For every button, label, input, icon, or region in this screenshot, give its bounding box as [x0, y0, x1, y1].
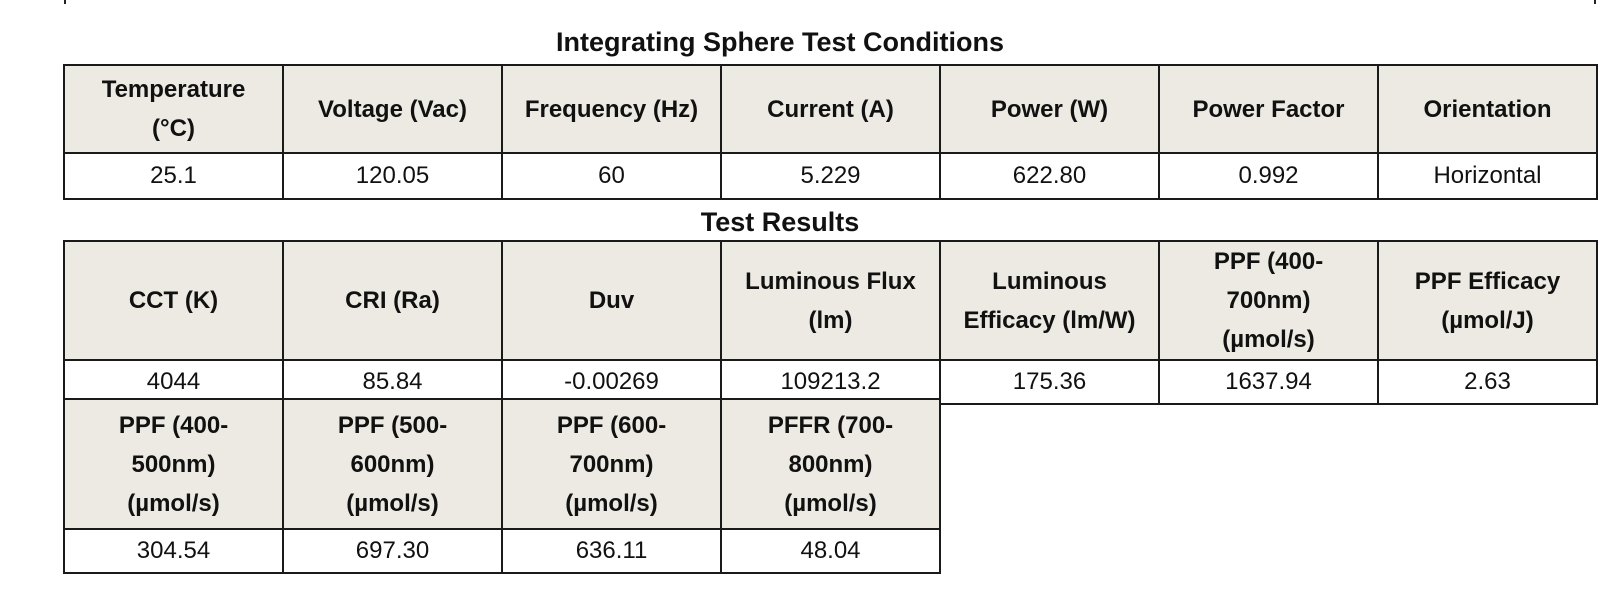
- value-ppf-500-600: 697.30: [282, 528, 503, 574]
- conditions-title: Integrating Sphere Test Conditions: [555, 27, 1005, 57]
- header-luminous-efficacy: Luminous Efficacy (lm/W): [939, 240, 1160, 361]
- header-ppf-400-500: PPF (400-500nm) (µmol/s): [63, 398, 284, 530]
- header-ppf-efficacy: PPF Efficacy (µmol/J): [1377, 240, 1598, 361]
- header-luminous-flux: Luminous Flux (lm): [720, 240, 941, 361]
- header-ppf-400-700: PPF (400-700nm) (µmol/s): [1158, 240, 1379, 361]
- results-header-row-1: CCT (K) CRI (Ra) Duv Luminous Flux (lm) …: [63, 240, 1598, 361]
- header-frequency: Frequency (Hz): [501, 64, 722, 154]
- value-frequency: 60: [501, 152, 722, 200]
- value-cri: 85.84: [282, 359, 503, 405]
- value-ppf-600-700: 636.11: [501, 528, 722, 574]
- value-luminous-efficacy: 175.36: [939, 359, 1160, 405]
- header-voltage: Voltage (Vac): [282, 64, 503, 154]
- header-temperature: Temperature (°C): [63, 64, 284, 154]
- results-value-row-1: 4044 85.84 -0.00269 109213.2 175.36 1637…: [63, 359, 1598, 405]
- results-title: Test Results: [700, 207, 860, 237]
- header-orientation: Orientation: [1377, 64, 1598, 154]
- results-table-secondary: PPF (400-500nm) (µmol/s) PPF (500-600nm)…: [63, 398, 941, 574]
- results-value-row-2: 304.54 697.30 636.11 48.04: [63, 528, 941, 574]
- header-power-factor: Power Factor: [1158, 64, 1379, 154]
- conditions-value-row: 25.1 120.05 60 5.229 622.80 0.992 Horizo…: [63, 152, 1598, 200]
- value-power: 622.80: [939, 152, 1160, 200]
- value-ppf-400-500: 304.54: [63, 528, 284, 574]
- results-table-primary: CCT (K) CRI (Ra) Duv Luminous Flux (lm) …: [63, 240, 1598, 405]
- header-current: Current (A): [720, 64, 941, 154]
- header-power: Power (W): [939, 64, 1160, 154]
- conditions-table: Temperature (°C) Voltage (Vac) Frequency…: [63, 64, 1598, 200]
- value-ppf-400-700: 1637.94: [1158, 359, 1379, 405]
- value-voltage: 120.05: [282, 152, 503, 200]
- value-ppf-efficacy: 2.63: [1377, 359, 1598, 405]
- page-edge-left: [64, 0, 66, 4]
- value-power-factor: 0.992: [1158, 152, 1379, 200]
- header-pffr-700-800: PFFR (700-800nm) (µmol/s): [720, 398, 941, 530]
- value-pffr-700-800: 48.04: [720, 528, 941, 574]
- value-orientation: Horizontal: [1377, 152, 1598, 200]
- value-cct: 4044: [63, 359, 284, 405]
- header-duv: Duv: [501, 240, 722, 361]
- header-ppf-600-700: PPF (600-700nm) (µmol/s): [501, 398, 722, 530]
- conditions-header-row: Temperature (°C) Voltage (Vac) Frequency…: [63, 64, 1598, 154]
- value-luminous-flux: 109213.2: [720, 359, 941, 405]
- page-edge-right: [1594, 0, 1596, 4]
- header-cri: CRI (Ra): [282, 240, 503, 361]
- header-cct: CCT (K): [63, 240, 284, 361]
- results-header-row-2: PPF (400-500nm) (µmol/s) PPF (500-600nm)…: [63, 398, 941, 530]
- value-current: 5.229: [720, 152, 941, 200]
- header-ppf-500-600: PPF (500-600nm) (µmol/s): [282, 398, 503, 530]
- value-temperature: 25.1: [63, 152, 284, 200]
